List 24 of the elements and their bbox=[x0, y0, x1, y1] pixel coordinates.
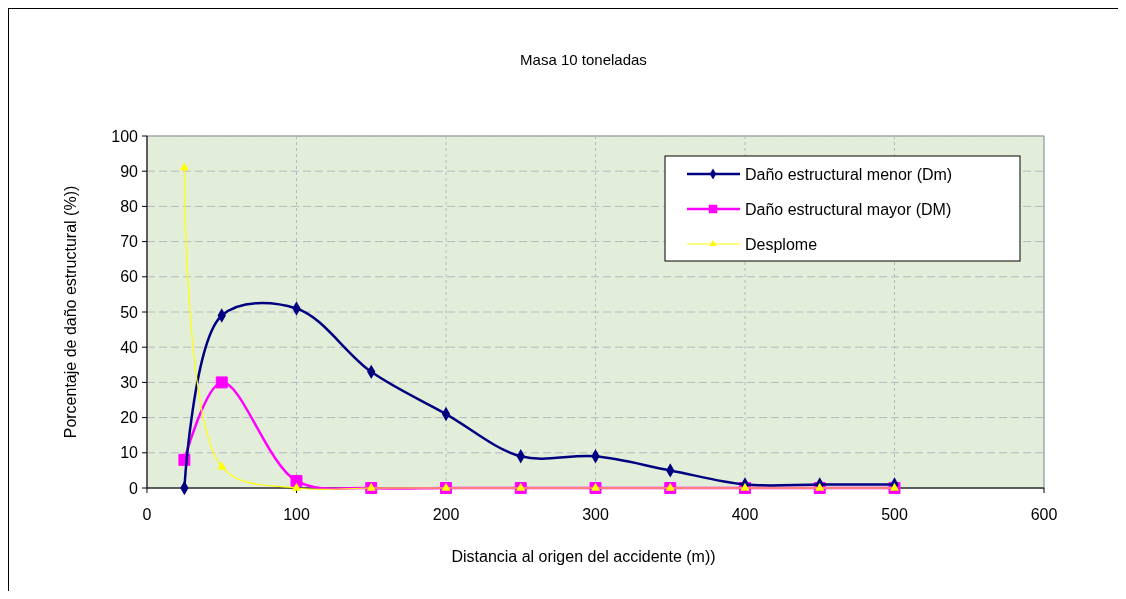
y-tick-label: 60 bbox=[120, 268, 139, 286]
legend-label: Desplome bbox=[745, 235, 818, 253]
y-tick-label: 90 bbox=[120, 162, 139, 180]
x-tick-label: 500 bbox=[881, 506, 908, 523]
y-axis-title: Porcentaje de daño estructural (%)) bbox=[62, 185, 79, 439]
x-tick-label: 300 bbox=[582, 506, 609, 523]
y-tick-label: 10 bbox=[120, 444, 139, 462]
x-tick-label: 600 bbox=[1030, 506, 1058, 523]
x-tick-label: 400 bbox=[731, 506, 759, 523]
y-tick-label: 50 bbox=[120, 303, 139, 321]
x-tick-label: 100 bbox=[283, 506, 310, 523]
chart-title: Masa 10 toneladas bbox=[520, 51, 647, 68]
x-axis-title: Distancia al origen del accidente (m)) bbox=[451, 548, 716, 565]
y-tick-label: 0 bbox=[129, 479, 139, 497]
legend-label: Daño estructural menor (Dm) bbox=[745, 165, 953, 183]
y-tick-label: 70 bbox=[120, 233, 139, 251]
y-tick-label: 80 bbox=[120, 198, 139, 215]
y-tick-label: 20 bbox=[120, 409, 139, 427]
legend-label: Daño estructural mayor (DM) bbox=[745, 200, 952, 218]
y-tick-label: 30 bbox=[120, 374, 139, 391]
y-tick-label: 40 bbox=[120, 338, 139, 356]
x-tick-label: 200 bbox=[432, 506, 460, 523]
x-tick-label: 0 bbox=[142, 506, 152, 523]
y-tick-label: 100 bbox=[111, 127, 139, 145]
